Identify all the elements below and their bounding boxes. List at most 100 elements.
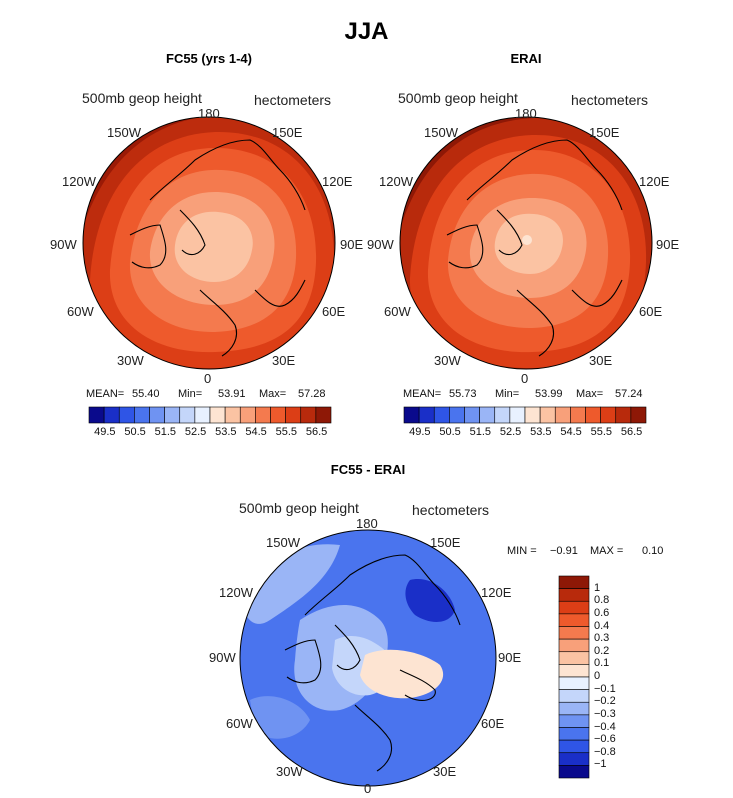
diff-colorbar-swatch — [558, 701, 590, 716]
erai-lon-90e: 90E — [656, 237, 680, 252]
fc55-colorbar-swatch — [164, 406, 181, 424]
fc55-colorbar-tick-label: 49.5 — [94, 426, 116, 438]
erai-lon-60w: 60W — [384, 304, 411, 319]
diff-colorbar-tick-label: −1 — [594, 758, 607, 771]
fc55-colorbar-swatch — [300, 406, 317, 424]
erai-colorbar-tick-label: 54.5 — [560, 426, 582, 438]
diff-lon-0: 0 — [364, 781, 372, 796]
erai-colorbar-swatch — [524, 406, 541, 424]
erai-colorbar-tick-label: 49.5 — [409, 426, 431, 438]
erai-colorbar-tick-label: 56.5 — [620, 426, 643, 438]
diff-min-label: MIN = — [507, 545, 537, 557]
fc55-colorbar-tick-label: 51.5 — [154, 426, 177, 438]
fc55-units-label: hectometers — [254, 92, 332, 108]
fc55-colorbar-swatch — [194, 406, 211, 424]
erai-max-label: Max= — [576, 388, 604, 400]
diff-colorbar-tick-label: 0.3 — [594, 632, 610, 645]
erai-mean-value: 55.73 — [449, 388, 477, 400]
diff-colorbar-tick-label: −0.8 — [594, 745, 616, 758]
erai-colorbar-swatch — [403, 406, 420, 424]
fc55-lon-180: 180 — [198, 106, 220, 121]
erai-lon-150w: 150W — [424, 125, 458, 140]
diff-lon-60e: 60E — [481, 716, 505, 731]
fc55-colorbar-swatch — [149, 406, 165, 424]
fc55-lon-120e: 120E — [322, 174, 353, 189]
erai-colorbar-swatch — [615, 406, 632, 424]
diff-band-positive — [360, 649, 444, 699]
diff-colorbar-swatch — [558, 752, 590, 766]
diff-map — [239, 529, 497, 787]
erai-map — [399, 116, 653, 370]
fc55-colorbar-swatch — [224, 406, 241, 424]
fc55-mean-label: MEAN= — [86, 388, 125, 400]
fc55-colorbar-swatch — [179, 406, 196, 424]
erai-lon-180: 180 — [515, 106, 537, 121]
fc55-colorbar-swatch — [209, 406, 226, 424]
fc55-lon-120w: 120W — [62, 174, 96, 189]
diff-lon-150w: 150W — [266, 535, 300, 550]
erai-min-label: Min= — [495, 388, 520, 400]
fc55-colorbar-tick-label: 52.5 — [184, 426, 207, 438]
diff-colorbar-swatch — [558, 714, 590, 728]
fc55-max-label: Max= — [259, 388, 287, 400]
diff-lon-120e: 120E — [481, 585, 512, 600]
erai-variable-label: 500mb geop height — [398, 90, 518, 106]
erai-colorbar-tick-label: 52.5 — [499, 426, 522, 438]
erai-colorbar-tick-label: 51.5 — [469, 426, 492, 438]
diff-colorbar-tick-label: −0.4 — [594, 720, 616, 733]
diff-colorbar-swatch — [558, 651, 590, 665]
diff-colorbar-swatch — [558, 613, 590, 627]
diff-colorbar-tick-label: −0.1 — [594, 682, 616, 695]
erai-colorbar-swatch — [433, 406, 450, 424]
diff-colorbar-swatch — [558, 638, 590, 653]
erai-colorbar-swatch — [600, 406, 617, 424]
diff-max-value: 0.10 — [642, 545, 664, 557]
fc55-lon-90w: 90W — [50, 237, 77, 252]
fc55-colorbar-swatch — [134, 406, 150, 424]
diff-colorbar-tick-label: 0.1 — [594, 657, 610, 670]
fc55-lon-90e: 90E — [340, 237, 364, 252]
fc55-lon-60w: 60W — [67, 304, 94, 319]
erai-colorbar-swatch — [464, 406, 480, 424]
erai-colorbar — [403, 406, 647, 424]
erai-colorbar-swatch — [570, 406, 586, 424]
erai-colorbar-tick-label: 50.5 — [439, 426, 461, 438]
erai-colorbar-swatch — [418, 406, 435, 424]
fc55-panel-title: FC55 (yrs 1-4) — [166, 51, 252, 66]
fc55-lon-150e: 150E — [272, 125, 303, 140]
diff-colorbar-swatch — [558, 676, 590, 690]
erai-lon-150e: 150E — [589, 125, 620, 140]
diff-lon-60w: 60W — [226, 716, 253, 731]
fc55-map-border — [82, 116, 336, 370]
fc55-colorbar-swatch — [315, 406, 332, 424]
fc55-colorbar — [88, 406, 332, 424]
fc55-band-7 — [174, 211, 253, 282]
diff-colorbar-tick-label: 0 — [594, 670, 601, 682]
fc55-lon-150w: 150W — [107, 125, 141, 140]
fc55-colorbar-tick-label: 53.5 — [215, 426, 237, 438]
erai-lon-30w: 30W — [434, 353, 461, 368]
erai-units-label: hectometers — [571, 92, 649, 108]
erai-colorbar-swatch — [630, 406, 647, 424]
fc55-colorbar-tick-label: 50.5 — [124, 426, 146, 438]
fc55-lon-60e: 60E — [322, 304, 346, 319]
diff-colorbar-tick-label: 0.4 — [594, 619, 610, 632]
diff-colorbar-swatch — [558, 727, 590, 741]
fc55-lon-30w: 30W — [117, 353, 144, 368]
diff-panel-title: FC55 - ERAI — [330, 462, 406, 477]
diff-colorbar-swatch — [558, 626, 590, 640]
diff-colorbar-swatch — [558, 689, 590, 703]
diff-colorbar-swatch — [558, 765, 590, 779]
erai-panel-title: ERAI — [510, 51, 542, 66]
diff-colorbar-swatch — [558, 588, 590, 602]
fc55-colorbar-swatch — [88, 406, 105, 424]
erai-colorbar-swatch — [479, 406, 496, 424]
fc55-mean-value: 55.40 — [132, 388, 160, 400]
erai-coastlines — [446, 139, 623, 357]
fc55-colorbar-swatch — [239, 406, 256, 424]
fc55-colorbar-swatch — [103, 406, 120, 424]
diff-colorbar-tick-label: −0.2 — [594, 695, 616, 708]
diff-band-mid-sw — [250, 696, 310, 739]
erai-colorbar-tick-label: 55.5 — [590, 426, 613, 438]
erai-lon-30e: 30E — [589, 353, 613, 368]
